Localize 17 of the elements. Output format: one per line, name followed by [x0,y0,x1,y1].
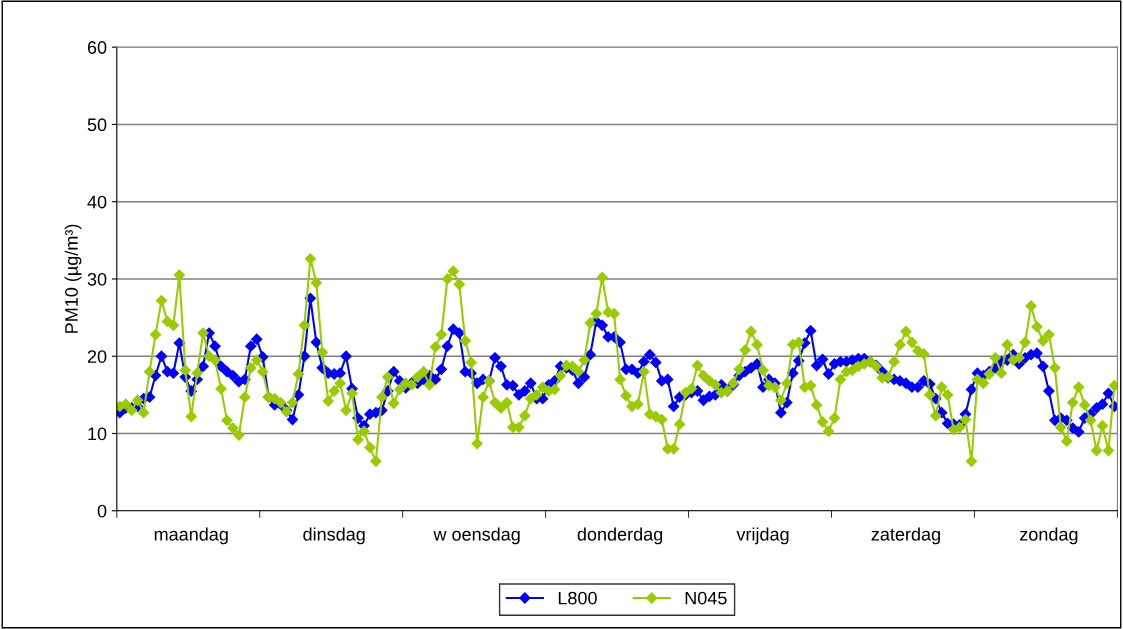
x-tick-label: w oensdag [433,527,520,545]
x-tick-label: vrijdag [736,527,789,545]
x-tick-label: zaterdag [871,527,940,545]
y-tick-label: 30 [87,272,107,286]
y-tick-label: 20 [87,350,107,363]
y-tick-label: 0 [97,504,107,518]
y-tick-label: 50 [87,118,107,132]
x-tick-label: maandag [154,527,228,545]
x-tick-label: dinsdag [303,527,365,545]
y-tick-label: 40 [87,195,107,209]
legend-label: L800 [558,591,597,605]
x-tick-label: zondag [1020,527,1078,545]
legend-label: N045 [685,591,727,605]
y-tick-label: 60 [87,41,107,54]
y-tick-label: 10 [88,427,107,441]
y-axis-title: PM10 (µg/m³) [64,224,82,333]
x-tick-label: donderdag [577,527,663,545]
